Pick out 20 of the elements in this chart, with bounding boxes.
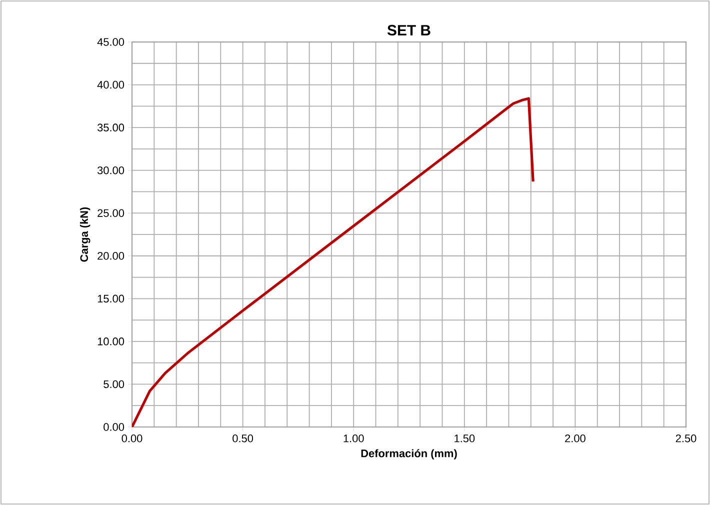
y-tick-label: 30.00	[97, 166, 124, 174]
y-tick-label: 15.00	[98, 294, 124, 303]
x-axis-title: Deformación (mm)	[361, 449, 457, 460]
chart-title: SET B	[387, 24, 430, 36]
y-tick-label: 40.00	[97, 80, 124, 89]
x-tick-label: 2.00	[565, 434, 586, 442]
y-tick-label: 5.00	[104, 380, 124, 388]
y-tick-label: 10.00	[98, 338, 124, 346]
y-tick-label: 0.00	[104, 423, 124, 431]
y-tick-label: 35.00	[97, 124, 124, 132]
line-series	[132, 97, 534, 427]
y-tick-label: 45.00	[97, 38, 124, 46]
x-tick-label: 1.00	[344, 434, 364, 442]
y-tick-label: 25.00	[98, 209, 124, 217]
x-tick-label: 2.50	[676, 434, 696, 442]
x-tick-label: 0.00	[122, 434, 142, 442]
x-tick-label: 0.50	[232, 434, 254, 442]
x-tick-label: 1.50	[454, 434, 475, 442]
y-tick-label: 20.00	[98, 252, 124, 260]
y-axis-title: Carga (kN)	[80, 207, 90, 262]
